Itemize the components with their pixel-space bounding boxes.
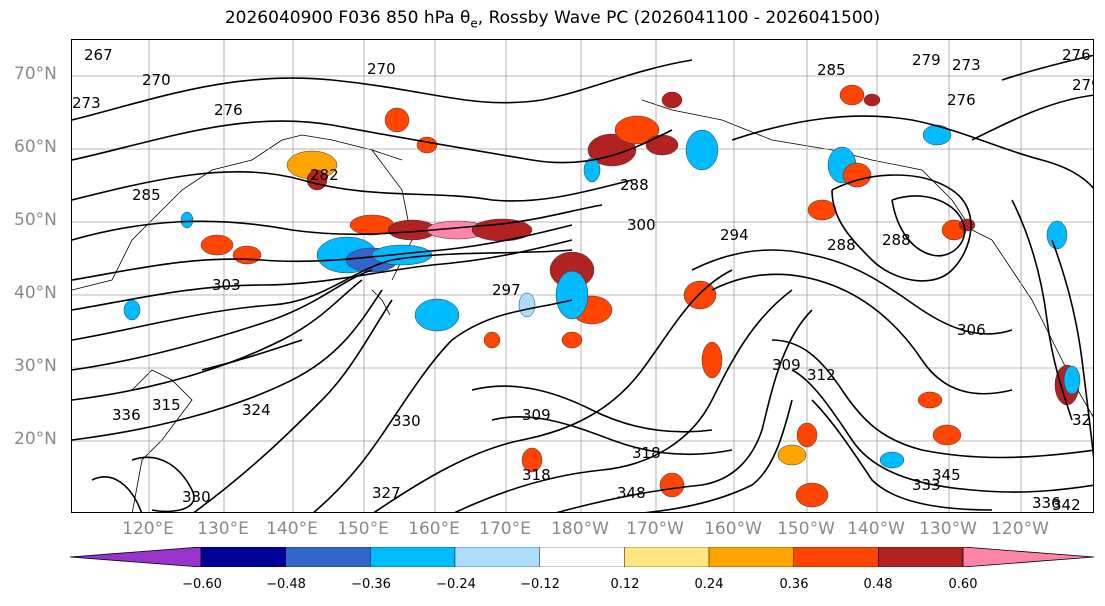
colorbar-extend-low	[70, 547, 202, 567]
contour-label: 276	[214, 101, 243, 119]
colorbar-tick-label: −0.12	[520, 577, 560, 592]
contour-label: 303	[212, 276, 241, 294]
map-panel: 267 270 273 276 270 285 285 276 279 282 288 300 294 2…	[71, 39, 1094, 513]
lat-label-60n: 60°N	[14, 137, 57, 157]
colorbar-swatch	[624, 547, 710, 567]
title-subscript: e	[470, 16, 478, 31]
lon-label-140e: 140°E	[266, 519, 318, 539]
lat-label-40n: 40°N	[14, 283, 57, 303]
colorbar-tick-label: −0.48	[266, 577, 306, 592]
contour-label: 294	[720, 226, 749, 244]
map-canvas: 267 270 273 276 270 285 285 276 279 282 288 300 294 2…	[72, 40, 1094, 513]
contour-label: 273	[952, 56, 981, 74]
contour-label: 282	[310, 166, 339, 184]
contour-label: 324	[242, 401, 271, 419]
contour-labels: 267 270 273 276 270 285 285 276 279 282 288 300 294 2…	[72, 46, 1094, 513]
contour-label: 276	[947, 91, 976, 109]
colorbar-extend-high	[962, 547, 1094, 567]
lon-label-150e: 150°E	[337, 519, 389, 539]
lon-label-170e: 170°E	[479, 519, 531, 539]
colorbar-swatch	[539, 547, 625, 567]
lon-label-160w: 160°W	[704, 519, 762, 539]
lat-label-20n: 20°N	[14, 429, 57, 449]
contour-label: 309	[522, 406, 551, 424]
contour-label: 285	[817, 61, 846, 79]
contour-label: 345	[932, 466, 961, 484]
lat-label-30n: 30°N	[14, 356, 57, 376]
contour-label: 300	[627, 216, 656, 234]
lat-label-50n: 50°N	[14, 210, 57, 230]
contour-label: 348	[617, 484, 646, 502]
contour-label: 330	[182, 488, 211, 506]
colorbar-swatch	[370, 547, 456, 567]
anomaly-shading	[123, 84, 1081, 508]
colorbar-tick-label: 0.12	[610, 577, 640, 592]
lon-label-180w: 180°W	[551, 519, 609, 539]
contour-label: 327	[372, 484, 401, 502]
contour-label: 276	[1062, 46, 1091, 64]
contour-label: 342	[1052, 496, 1081, 513]
lon-label-130w: 130°W	[919, 519, 977, 539]
lat-label-70n: 70°N	[14, 64, 57, 84]
contour-label: 336	[112, 406, 141, 424]
contour-label: 267	[84, 46, 113, 64]
contour-label: 270	[367, 60, 396, 78]
contour-label: 318	[522, 466, 551, 484]
contour-label: 327	[1072, 411, 1094, 429]
contour-label: 312	[807, 366, 836, 384]
contour-label: 330	[392, 412, 421, 430]
lon-label-120w: 120°W	[991, 519, 1049, 539]
contour-label: 336	[1032, 494, 1061, 512]
colorbar-swatch	[200, 547, 286, 567]
contour-label: 288	[882, 231, 911, 249]
contour-label: 279	[1072, 76, 1094, 94]
colorbar-tick-label: −0.24	[436, 577, 476, 592]
map-title: 2026040900 F036 850 hPa θe, Rossby Wave …	[0, 8, 1105, 30]
contour-label: 270	[142, 71, 171, 89]
lon-label-140w: 140°W	[847, 519, 905, 539]
colorbar-tick-label: 0.24	[694, 577, 724, 592]
theta-e-contours	[72, 54, 1093, 512]
contour-label: 279	[912, 51, 941, 69]
contour-label: 297	[492, 281, 521, 299]
lon-label-120e: 120°E	[122, 519, 174, 539]
contour-label: 288	[620, 176, 649, 194]
colorbar-tick-label: 0.48	[863, 577, 893, 592]
colorbar-swatch	[454, 547, 540, 567]
lon-label-150w: 150°W	[777, 519, 835, 539]
contour-label: 288	[827, 236, 856, 254]
contour-label: 333	[912, 476, 941, 494]
colorbar-tick-label: −0.60	[182, 577, 222, 592]
lon-label-170w: 170°W	[626, 519, 684, 539]
contour-label: 315	[152, 396, 181, 414]
colorbar-tick-label: 0.36	[779, 577, 809, 592]
lon-label-130e: 130°E	[197, 519, 249, 539]
title-prefix: 2026040900 F036 850 hPa θ	[224, 8, 471, 28]
coastlines	[72, 99, 1093, 512]
contour-label: 306	[957, 321, 986, 339]
colorbar-swatch	[793, 547, 879, 567]
contour-label: 285	[132, 186, 161, 204]
colorbar-swatch	[285, 547, 371, 567]
colorbar-swatch	[708, 547, 794, 567]
contour-label: 309	[772, 356, 801, 374]
colorbar	[70, 547, 1094, 567]
contour-label: 273	[72, 94, 101, 112]
title-suffix: , Rossby Wave PC (2026041100 - 202604150…	[477, 8, 881, 28]
lon-label-160e: 160°E	[408, 519, 460, 539]
colorbar-swatch	[878, 547, 964, 567]
colorbar-tick-label: 0.60	[948, 577, 978, 592]
colorbar-tick-label: −0.36	[351, 577, 391, 592]
contour-label: 318	[632, 444, 661, 462]
